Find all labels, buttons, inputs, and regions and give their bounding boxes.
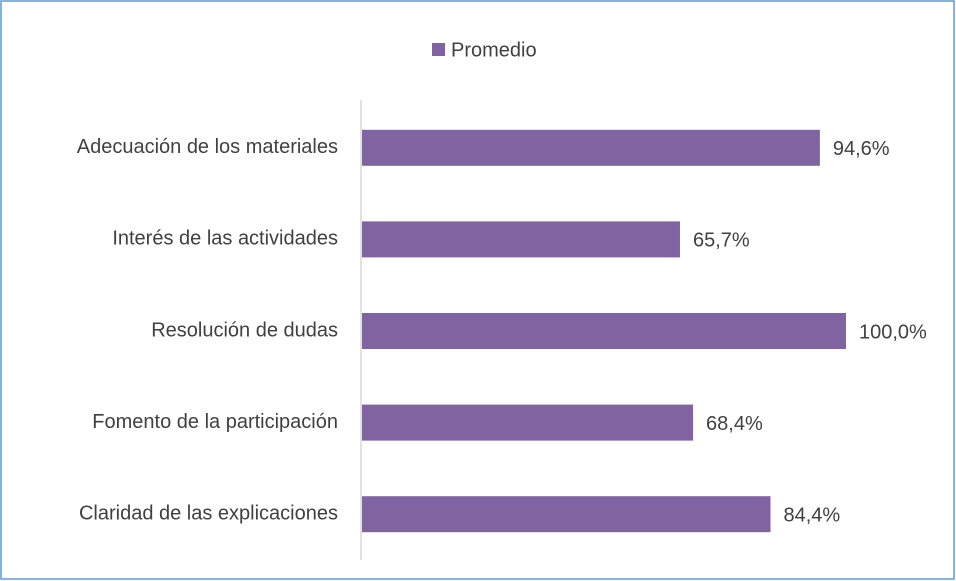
y-tick-label: Resolución de dudas xyxy=(151,319,338,341)
bar xyxy=(362,129,820,166)
y-tick-label: Claridad de las explicaciones xyxy=(79,502,338,524)
data-label: 65,7% xyxy=(693,230,750,252)
bar xyxy=(362,404,694,441)
data-label: 84,4% xyxy=(783,504,840,526)
y-tick-label: Interés de las actividades xyxy=(112,228,338,250)
legend-label: Promedio xyxy=(451,39,537,61)
data-label: 68,4% xyxy=(706,413,763,435)
bar xyxy=(362,221,680,258)
bar xyxy=(362,496,771,533)
data-label: 100,0% xyxy=(859,321,927,343)
bar xyxy=(362,313,846,349)
y-tick-label: Fomento de la participación xyxy=(92,411,338,433)
data-label: 94,6% xyxy=(833,138,890,160)
y-tick-label: Adecuación de los materiales xyxy=(77,136,338,158)
legend-swatch xyxy=(432,43,445,56)
